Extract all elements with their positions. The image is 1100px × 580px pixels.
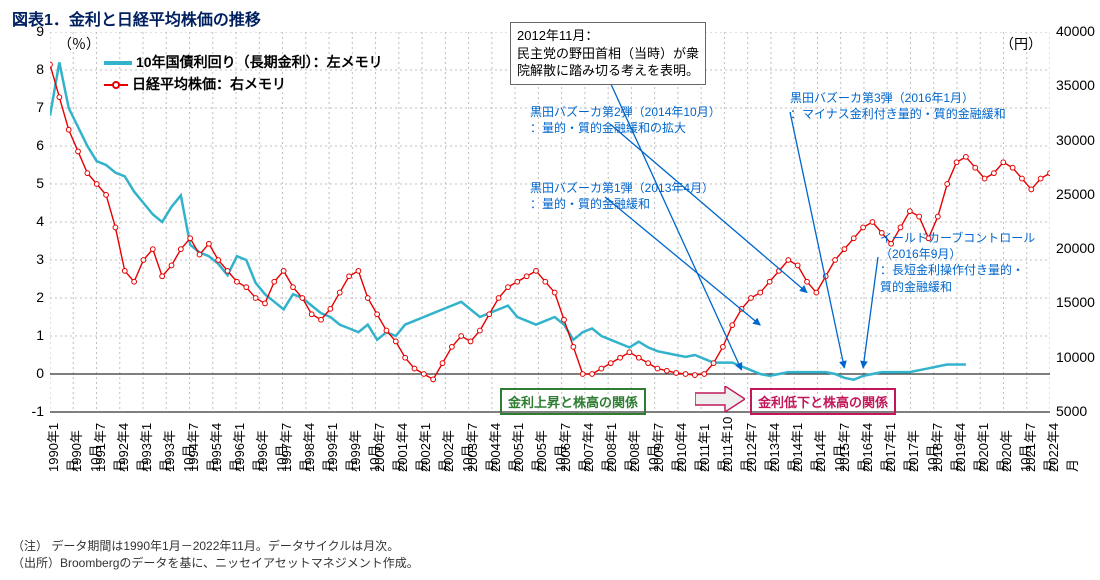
left-unit: （％） bbox=[58, 34, 100, 54]
ytick-left: 5 bbox=[12, 175, 44, 191]
ytick-left: 9 bbox=[12, 23, 44, 39]
relation-rise: 金利上昇と株高の関係 bbox=[500, 388, 646, 415]
plot-area: （％） （円） 10年国債利回り（長期金利）：左メモリ 日経平均株価：右メモリ … bbox=[50, 32, 1050, 472]
xtick: 2022年4月 bbox=[1043, 416, 1081, 472]
source-notes: （注） データ期間は1990年1月－2022年11月。データサイクルは月次。 （… bbox=[12, 538, 419, 572]
ytick-left: -1 bbox=[12, 403, 44, 419]
legend-s1: 10年国債利回り（長期金利）：左メモリ bbox=[104, 52, 383, 72]
ytick-right: 40000 bbox=[1056, 23, 1095, 39]
ytick-left: 6 bbox=[12, 137, 44, 153]
ytick-left: 1 bbox=[12, 327, 44, 343]
callout-ycc: イールドカーブコントロール（2016年9月） ：長短金利操作付き量的・質的金融緩… bbox=[880, 230, 1035, 295]
chart-title: 図表1．金利と日経平均株価の推移 bbox=[12, 6, 261, 30]
ytick-left: 4 bbox=[12, 213, 44, 229]
ytick-right: 25000 bbox=[1056, 186, 1095, 202]
ytick-right: 10000 bbox=[1056, 349, 1095, 365]
callout-bazooka1: 黒田バズーカ第1弾（2013年4月）：量的・質的金融緩和 bbox=[530, 180, 714, 212]
relation-fall: 金利低下と株高の関係 bbox=[750, 388, 896, 415]
right-unit: （円） bbox=[1000, 34, 1042, 54]
ytick-left: 2 bbox=[12, 289, 44, 305]
arrow-icon bbox=[695, 386, 745, 412]
ytick-right: 20000 bbox=[1056, 240, 1095, 256]
callout-2012-11: 2012年11月： 民主党の野田首相（当時）が衆 院解散に踏み切る考えを表明。 bbox=[510, 22, 706, 85]
ytick-left: 0 bbox=[12, 365, 44, 381]
ytick-right: 30000 bbox=[1056, 132, 1095, 148]
ytick-left: 3 bbox=[12, 251, 44, 267]
ytick-right: 15000 bbox=[1056, 294, 1095, 310]
legend-s2: 日経平均株価：右メモリ bbox=[104, 74, 286, 94]
callout-bazooka3: 黒田バズーカ第3弾（2016年1月）：マイナス金利付き量的・質的金融緩和 bbox=[790, 90, 1006, 122]
ytick-right: 35000 bbox=[1056, 77, 1095, 93]
callout-bazooka2: 黒田バズーカ第2弾（2014年10月）：量的・質的金融緩和の拡大 bbox=[530, 104, 721, 136]
ytick-left: 7 bbox=[12, 99, 44, 115]
ytick-left: 8 bbox=[12, 61, 44, 77]
